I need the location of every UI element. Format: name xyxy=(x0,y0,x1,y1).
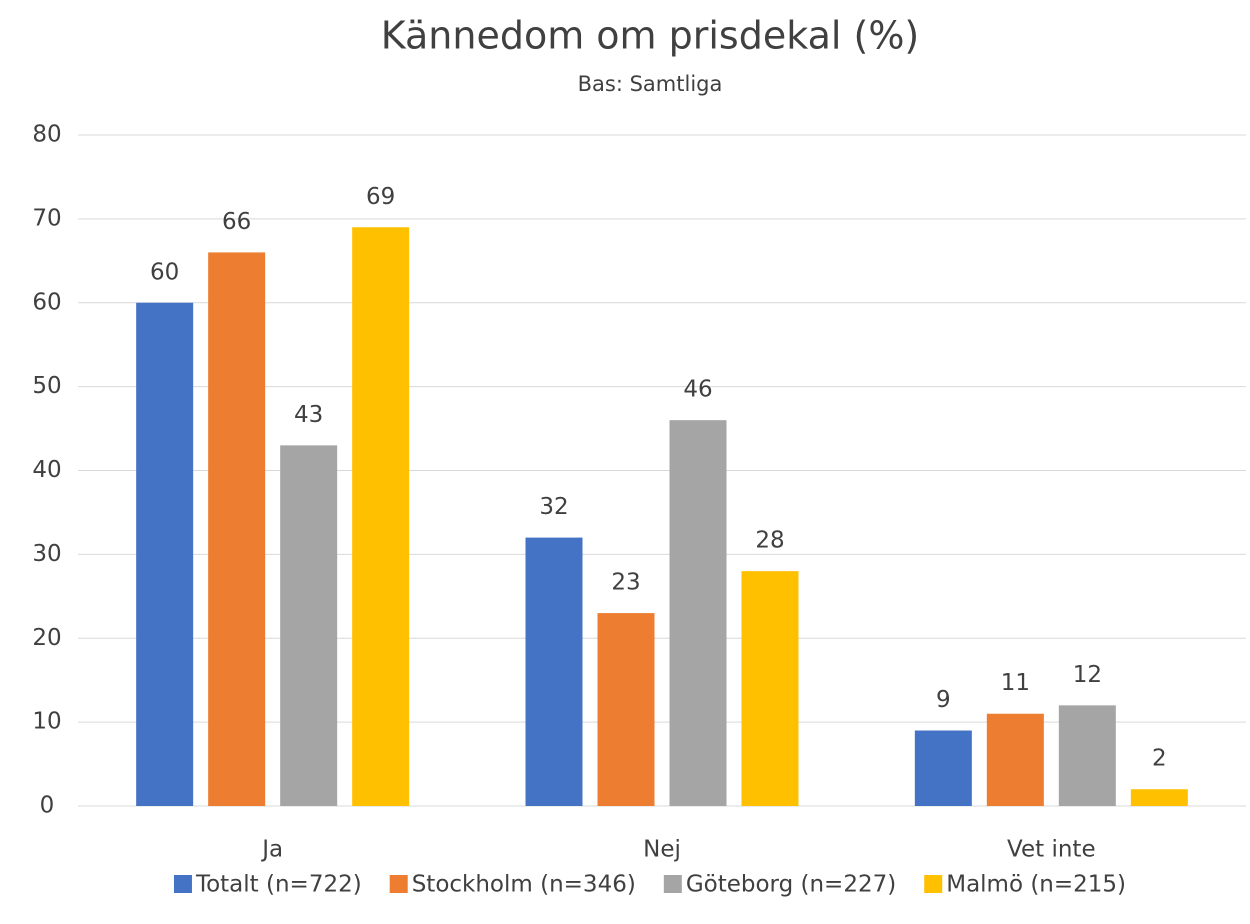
legend-swatch xyxy=(389,875,408,893)
data-label: 23 xyxy=(611,570,640,596)
data-label: 60 xyxy=(150,259,179,285)
bar xyxy=(986,713,1044,806)
bar xyxy=(352,227,410,806)
data-label: 9 xyxy=(936,687,951,713)
legend-swatch xyxy=(663,875,682,893)
data-label: 43 xyxy=(294,402,323,428)
data-label: 28 xyxy=(755,528,784,554)
legend-label: Stockholm (n=346) xyxy=(412,872,636,898)
y-tick-label: 30 xyxy=(32,541,61,567)
bar xyxy=(741,571,799,806)
legend-label: Göteborg (n=227) xyxy=(686,872,896,898)
bar xyxy=(280,445,338,806)
x-tick-label: Nej xyxy=(643,837,681,863)
y-tick-label: 50 xyxy=(32,373,61,399)
chart-subtitle: Bas: Samtliga xyxy=(578,72,723,96)
x-tick-label: Vet inte xyxy=(1007,837,1096,863)
bar xyxy=(1058,705,1116,806)
y-tick-label: 20 xyxy=(32,625,61,651)
y-tick-label: 40 xyxy=(32,457,61,483)
bar xyxy=(914,730,972,806)
bar xyxy=(525,537,583,806)
y-tick-label: 70 xyxy=(32,205,61,231)
y-tick-label: 60 xyxy=(32,289,61,315)
data-label: 12 xyxy=(1073,662,1102,688)
legend-label: Totalt (n=722) xyxy=(195,872,362,898)
bar xyxy=(597,613,655,806)
y-tick-label: 80 xyxy=(32,122,61,148)
chart-title: Kännedom om prisdekal (%) xyxy=(381,14,920,58)
data-label: 2 xyxy=(1152,746,1167,772)
bar xyxy=(1130,789,1188,806)
bar xyxy=(669,420,727,806)
legend-swatch xyxy=(173,875,192,893)
x-tick-label: Ja xyxy=(260,837,283,863)
legend-swatch xyxy=(924,875,943,893)
legend-label: Malmö (n=215) xyxy=(946,872,1126,898)
data-label: 32 xyxy=(539,494,568,520)
data-label: 69 xyxy=(366,184,395,210)
y-tick-label: 0 xyxy=(40,793,55,819)
data-label: 46 xyxy=(683,377,712,403)
data-label: 66 xyxy=(222,209,251,235)
bar xyxy=(136,302,194,806)
bar xyxy=(208,252,266,807)
data-label: 11 xyxy=(1001,670,1030,696)
y-tick-label: 10 xyxy=(32,709,61,735)
